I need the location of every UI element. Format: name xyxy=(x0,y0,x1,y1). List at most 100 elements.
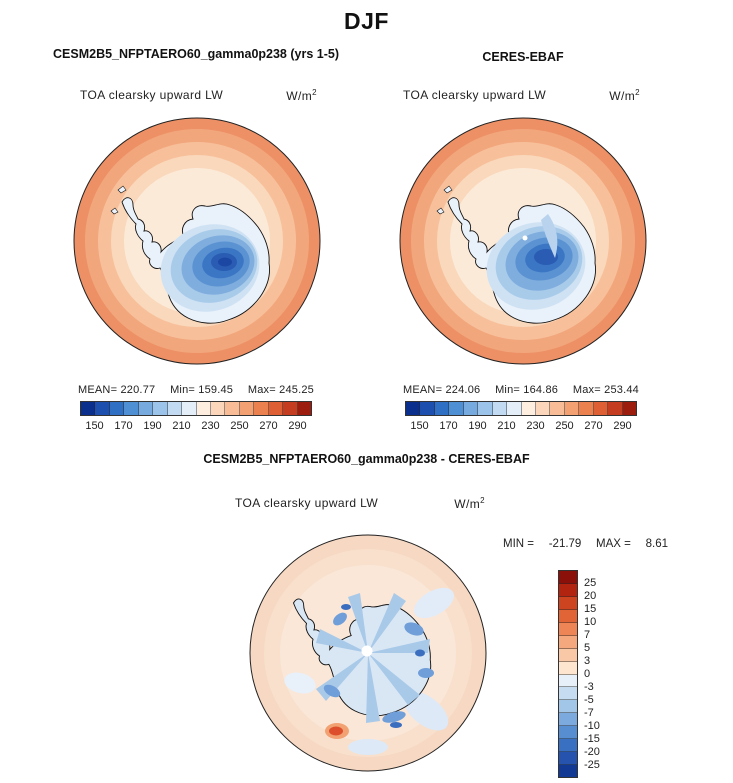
map-diff-svg xyxy=(249,534,487,772)
map-obs-svg xyxy=(399,117,647,365)
min-label: Min= xyxy=(170,384,196,396)
diff-positive-anomaly xyxy=(325,723,349,739)
colorbar-tick: 25 xyxy=(584,577,597,589)
colorbar-segment xyxy=(608,402,623,415)
colorbar-segment xyxy=(420,402,435,415)
units-label: W/m2 xyxy=(609,88,640,103)
pole-dot xyxy=(361,645,373,657)
max-value: 245.25 xyxy=(279,384,314,396)
colorbar-diff-ticks: 25 20 15 10 7 5 3 0 -3 -5 -7 -10 -15 -20 -25 xyxy=(584,570,618,778)
colorbar-tick: -25 xyxy=(584,759,600,771)
panel-title-obs: CERES-EBAF xyxy=(482,50,564,64)
min-label: Min= xyxy=(495,384,521,396)
colorbar-tick: 250 xyxy=(230,420,249,432)
colorbar-tick: 230 xyxy=(526,420,545,432)
colorbar-segment xyxy=(182,402,197,415)
diff-minmax: MIN = -21.79 MAX = 8.61 xyxy=(503,538,668,550)
colorbar-segment xyxy=(124,402,139,415)
panel-title-model: CESM2B5_NFPTAERO60_gamma0p238 (yrs 1-5) xyxy=(53,47,339,61)
colorbar-obs xyxy=(405,401,637,416)
min-value: 164.86 xyxy=(523,384,559,396)
colorbar-tick: 150 xyxy=(85,420,104,432)
colorbar-tick: 150 xyxy=(410,420,429,432)
max-label: Max= xyxy=(572,384,601,396)
colorbar-tick: 20 xyxy=(584,590,597,602)
colorbar-segment xyxy=(559,687,577,701)
stats-obs: MEAN= 224.06 Min= 164.86 Max= 253.44 xyxy=(403,384,639,396)
diff-strong-negative-spots xyxy=(341,604,425,728)
colorbar-segment xyxy=(559,752,577,766)
colorbar-segment xyxy=(559,609,577,623)
colorbar-segment xyxy=(268,402,284,415)
colorbar-segment xyxy=(254,402,269,415)
colorbar-tick: 250 xyxy=(555,420,574,432)
colorbar-segment xyxy=(196,402,211,415)
stats-model: MEAN= 220.77 Min= 159.45 Max= 245.25 xyxy=(78,384,314,396)
colorbar-segment xyxy=(449,402,464,415)
colorbar-segment xyxy=(210,402,226,415)
colorbar-tick: 15 xyxy=(584,603,597,615)
colorbar-tick: -7 xyxy=(584,707,594,719)
colorbar-segment xyxy=(406,402,421,415)
colorbar-tick: 170 xyxy=(439,420,458,432)
units-label: W/m2 xyxy=(286,88,317,103)
colorbar-tick: 290 xyxy=(613,420,632,432)
mean-label: MEAN= xyxy=(403,384,443,396)
colorbar-segment xyxy=(593,402,609,415)
diff-min-label: MIN = xyxy=(503,538,534,550)
field-label: TOA clearsky upward LW xyxy=(235,496,379,510)
colorbar-segment xyxy=(434,402,450,415)
colorbar-segment xyxy=(167,402,183,415)
colorbar-model xyxy=(80,401,312,416)
diff-title: CESM2B5_NFPTAERO60_gamma0p238 - CERES-EB… xyxy=(203,452,530,466)
colorbar-segment xyxy=(550,402,565,415)
colorbar-segment xyxy=(559,765,577,777)
colorbar-segment xyxy=(507,402,522,415)
map-model-svg xyxy=(73,117,321,365)
map-model xyxy=(72,116,322,371)
diff-max-value: 8.61 xyxy=(645,538,668,550)
max-label: Max= xyxy=(247,384,276,396)
antarctica-continent xyxy=(110,185,270,324)
colorbar-tick: 190 xyxy=(468,420,487,432)
mean-value: 220.77 xyxy=(120,384,156,396)
colorbar-segment xyxy=(521,402,536,415)
colorbar-tick: 170 xyxy=(114,420,133,432)
colorbar-segment xyxy=(153,402,168,415)
mean-label: MEAN= xyxy=(78,384,118,396)
colorbar-segment xyxy=(81,402,96,415)
season-title: DJF xyxy=(344,8,389,34)
colorbar-segment xyxy=(559,648,577,662)
colorbar-segment xyxy=(559,674,577,688)
mean-value: 224.06 xyxy=(445,384,481,396)
units-label: W/m2 xyxy=(454,496,485,511)
colorbar-segment xyxy=(559,713,577,727)
diff-moderate-negative-patches xyxy=(323,612,434,723)
colorbar-tick: 7 xyxy=(584,629,591,641)
colorbar-tick: -20 xyxy=(584,746,600,758)
colorbar-tick: 190 xyxy=(143,420,162,432)
colorbar-segment xyxy=(239,402,255,415)
colorbar-segment xyxy=(559,622,577,636)
colorbar-segment xyxy=(559,726,577,740)
colorbar-tick: 290 xyxy=(288,420,307,432)
colorbar-tick: 270 xyxy=(259,420,278,432)
colorbar-diff xyxy=(558,570,578,778)
colorbar-segment xyxy=(559,700,577,714)
map-obs xyxy=(398,116,648,371)
colorbar-tick: 3 xyxy=(584,655,591,667)
colorbar-segment xyxy=(559,661,577,675)
colorbar-segment xyxy=(297,402,311,415)
colorbar-segment xyxy=(225,402,240,415)
colorbar-segment xyxy=(535,402,551,415)
colorbar-tick: 230 xyxy=(201,420,220,432)
colorbar-segment xyxy=(559,739,577,753)
colorbar-tick: 270 xyxy=(584,420,603,432)
colorbar-segment xyxy=(492,402,508,415)
subtitle-obs: TOA clearsky upward LW W/m2 xyxy=(403,88,640,103)
antarctica-continent xyxy=(436,185,596,324)
colorbar-segment xyxy=(559,571,577,584)
colorbar-segment xyxy=(622,402,636,415)
colorbar-model-ticks: 150 170 190 210 230 250 270 290 xyxy=(80,420,312,434)
